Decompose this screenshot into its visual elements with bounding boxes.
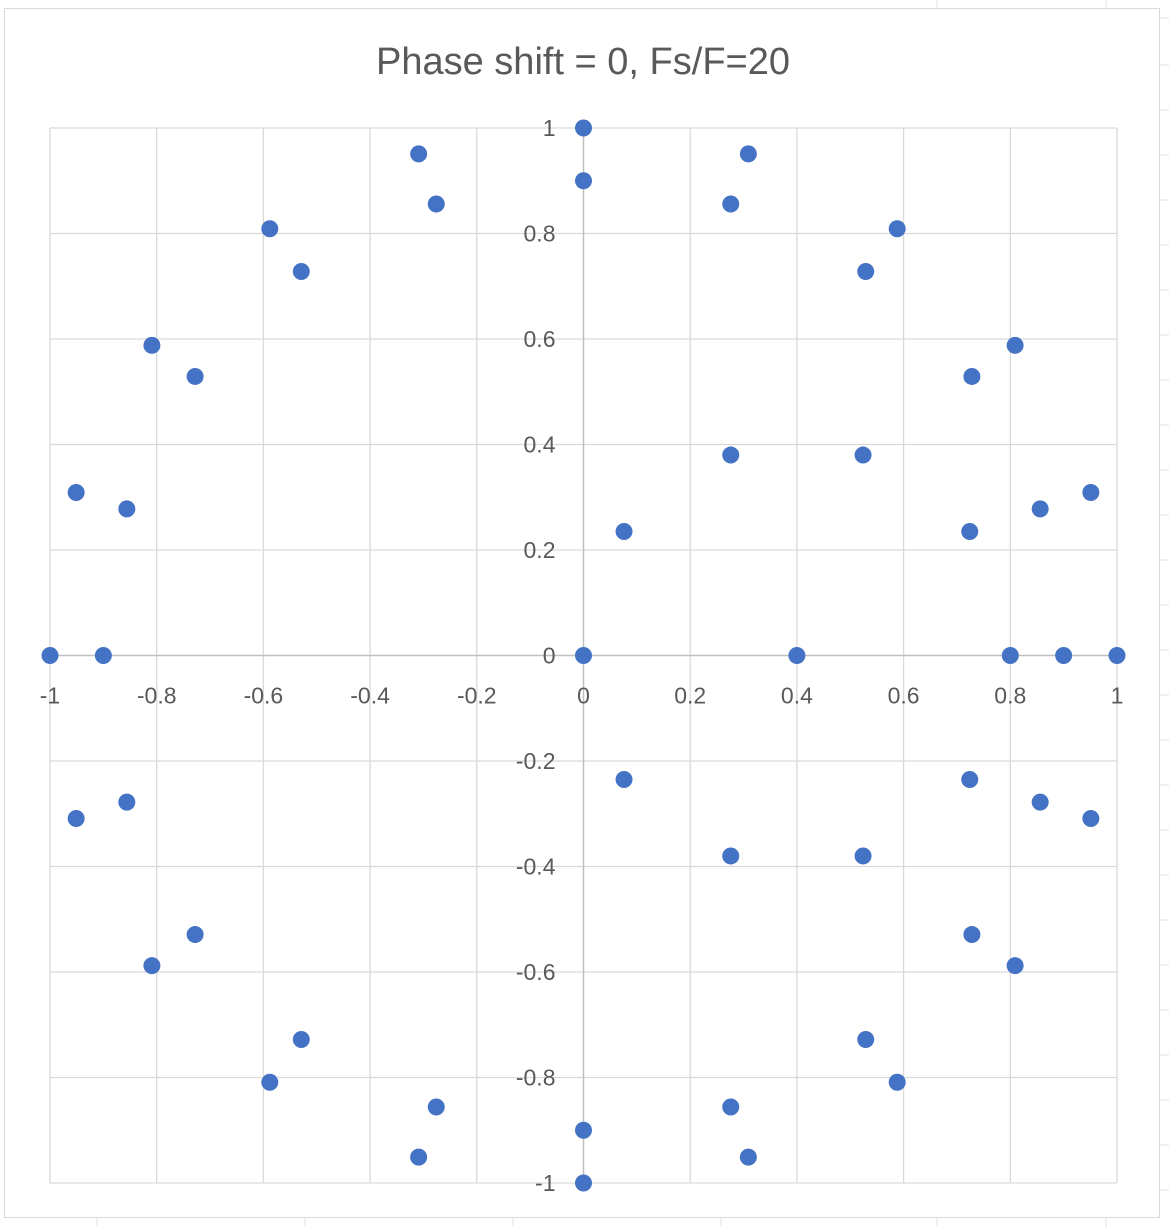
data-point[interactable]: [292, 262, 310, 280]
data-point[interactable]: [67, 809, 85, 827]
data-point[interactable]: [1031, 793, 1049, 811]
x-tick-label: 0.4: [781, 683, 813, 709]
data-point[interactable]: [961, 523, 979, 541]
data-point[interactable]: [739, 1148, 757, 1166]
data-point[interactable]: [888, 1073, 906, 1091]
y-tick-label: 0.2: [524, 537, 556, 563]
data-point[interactable]: [575, 172, 592, 190]
data-point[interactable]: [1055, 647, 1073, 664]
chart-title: Phase shift = 0, Fs/F=20: [376, 41, 790, 83]
data-point[interactable]: [94, 647, 112, 664]
x-tick-label: -0.4: [350, 683, 390, 709]
data-point[interactable]: [615, 523, 633, 541]
x-tick-label: 0.8: [994, 683, 1026, 709]
data-point[interactable]: [963, 367, 981, 385]
data-point[interactable]: [1006, 336, 1024, 354]
data-point[interactable]: [575, 647, 592, 664]
y-tick-label: 0.4: [524, 432, 556, 458]
x-tick-label: 1: [1111, 683, 1124, 709]
data-point[interactable]: [575, 119, 592, 137]
data-point[interactable]: [575, 1121, 592, 1139]
y-tick-label: -0.4: [516, 854, 556, 880]
data-point[interactable]: [261, 1073, 279, 1091]
data-point[interactable]: [410, 145, 428, 163]
y-tick-label: 0.8: [524, 221, 556, 247]
data-point[interactable]: [1082, 809, 1100, 827]
y-tick-label: -0.6: [516, 959, 556, 985]
data-point[interactable]: [722, 195, 740, 213]
x-axis-tick-labels: -1 -0.8 -0.6 -0.4 -0.2 0 0.2 0.4 0.6 0.8 1: [40, 683, 1124, 709]
series-markers[interactable]: [41, 119, 1126, 1192]
data-point[interactable]: [1082, 484, 1100, 502]
data-point[interactable]: [888, 220, 906, 238]
data-point[interactable]: [854, 847, 872, 865]
x-tick-label: 0.6: [888, 683, 920, 709]
data-point[interactable]: [857, 1031, 875, 1049]
data-point[interactable]: [739, 145, 757, 163]
data-point[interactable]: [261, 220, 279, 238]
data-point[interactable]: [292, 1031, 310, 1049]
y-axis-tick-labels: -1 -0.8 -0.6 -0.4 -0.2 0 0.2 0.4 0.6 0.8 1: [516, 115, 556, 1196]
chart-frame[interactable]: [4, 8, 1160, 1218]
data-point[interactable]: [722, 446, 740, 464]
y-tick-label: -0.2: [516, 748, 556, 774]
data-point[interactable]: [857, 262, 875, 280]
x-tick-label: 0.2: [674, 683, 706, 709]
x-tick-label: -0.2: [457, 683, 497, 709]
data-point[interactable]: [186, 367, 204, 385]
data-point[interactable]: [118, 793, 136, 811]
data-point[interactable]: [427, 195, 445, 213]
y-tick-label: 0.6: [524, 326, 556, 352]
data-point[interactable]: [41, 647, 59, 664]
data-point[interactable]: [67, 484, 85, 502]
data-point[interactable]: [961, 770, 979, 788]
y-tick-label: -1: [535, 1170, 555, 1196]
data-point[interactable]: [427, 1098, 445, 1116]
data-point[interactable]: [1001, 647, 1019, 664]
data-point[interactable]: [722, 847, 740, 865]
data-point[interactable]: [186, 926, 204, 944]
data-point[interactable]: [615, 770, 633, 788]
data-point[interactable]: [1031, 500, 1049, 518]
x-tick-label: 0: [577, 683, 590, 709]
y-tick-label: 0: [543, 643, 556, 669]
data-point[interactable]: [788, 647, 806, 664]
data-point[interactable]: [854, 446, 872, 464]
y-tick-label: -0.8: [516, 1065, 556, 1091]
data-point[interactable]: [722, 1098, 740, 1116]
data-point[interactable]: [1006, 957, 1024, 975]
data-point[interactable]: [963, 926, 981, 944]
data-point[interactable]: [1108, 647, 1126, 664]
data-point[interactable]: [410, 1148, 428, 1166]
data-point[interactable]: [143, 336, 161, 354]
x-tick-label: -1: [40, 683, 60, 709]
y-tick-label: 1: [543, 115, 556, 141]
x-tick-label: -0.6: [244, 683, 284, 709]
data-point[interactable]: [118, 500, 136, 518]
data-point[interactable]: [143, 957, 161, 975]
x-tick-label: -0.8: [137, 683, 177, 709]
data-point[interactable]: [575, 1174, 592, 1192]
